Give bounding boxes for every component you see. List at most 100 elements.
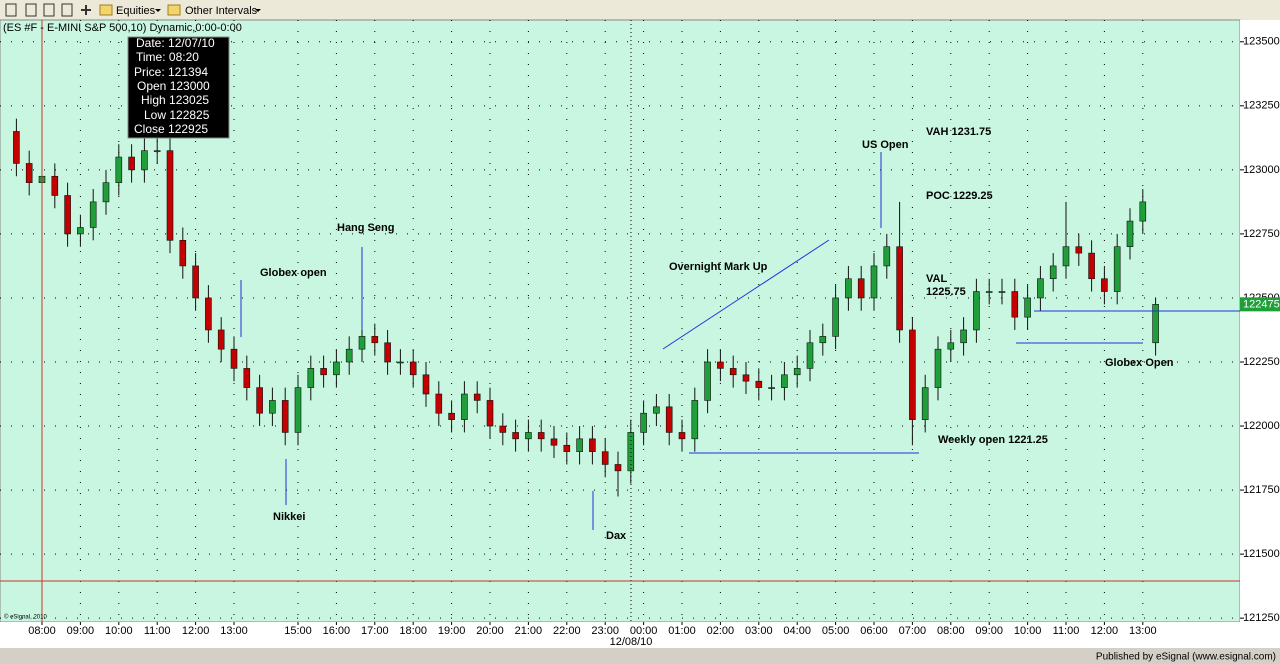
candle-body [1037,278,1044,299]
x-tick-label: 17:00 [361,625,389,637]
status-bar [0,648,1280,664]
y-tick-label: 122750 [1243,228,1280,240]
candle-body [1126,220,1134,248]
y-tick-label: 121250 [1243,612,1280,624]
candle-body [1088,252,1095,280]
candle-body [857,278,865,299]
x-tick-label: 15:00 [284,625,312,637]
candle-body [1024,297,1031,318]
toolbar-icons [5,3,91,17]
x-tick-label: 21:00 [515,625,543,637]
tooltip-line: Open 123000 [137,79,210,93]
y-tick-label: 123250 [1243,100,1280,112]
candle-body [371,336,379,344]
candle-body [717,361,724,369]
candle-body [397,361,404,364]
candle-body [320,368,327,376]
annotation: US Open [862,139,909,151]
candle-body [499,425,507,433]
x-tick-label: 09:00 [67,625,95,637]
candle-body [1101,278,1108,292]
tooltip-box [127,36,230,139]
y-tick-label: 123500 [1243,36,1280,48]
annotation: Nikkei [273,511,305,523]
y-tick-label: 122000 [1243,420,1280,432]
candle-body [307,368,315,388]
candle-body [217,329,225,350]
x-tick-label: 11:00 [144,625,171,637]
candle-body [819,336,827,344]
candle-body [985,291,993,293]
annotation: Overnight Mark Up [669,261,768,273]
annotation-lines [240,152,1240,530]
candle-body [589,438,596,452]
candle-body [896,246,903,331]
candle-body [269,400,276,414]
candle-body [601,451,609,465]
x-tick-label: 01:00 [668,625,696,637]
candle-body [563,444,571,452]
candle-body [153,150,161,152]
x-tick-label: 13:00 [1129,625,1157,637]
folder-icon [167,4,181,16]
x-tick-label: 08:00 [937,625,965,637]
candle-body [998,291,1006,293]
candle-body [909,329,916,420]
candle-body [883,246,891,267]
candle-body [614,464,622,472]
annotation: VAL [926,273,947,285]
icon [61,3,73,17]
candle-body [1062,246,1070,267]
candle-body [115,156,123,183]
candle-body [1139,201,1147,222]
candle-body [729,368,737,376]
x-tick-label: 07:00 [899,625,927,637]
candle-body [781,374,788,388]
x-tick-label: 13:00 [220,625,248,637]
candle-body [627,432,635,472]
candle-body [832,297,839,337]
footer: Published by eSignal (www.esignal.com) [1096,652,1276,663]
candle-body [384,342,391,363]
x-tick-label: 10:00 [105,625,133,637]
candle-body [128,156,135,171]
menu[interactable]: Other Intervals [185,5,258,17]
y-tick-label: 123000 [1243,164,1280,176]
candle-body [1011,291,1019,318]
folder-icon [99,4,113,16]
x-tick-label: 22:00 [553,625,581,637]
tooltip-line: High 123025 [141,93,209,107]
y-tick-label: 121750 [1243,484,1280,496]
candle-body [1152,304,1159,344]
date-label: 12/08/10 [610,636,653,648]
candle-body [51,175,59,196]
candle-body [422,374,430,395]
y-tick-label: 122250 [1243,356,1280,368]
candle-body [1075,246,1083,254]
y-tick-label: 121500 [1243,548,1280,560]
candle-body [576,438,583,452]
watermark: © eSignal, 2010 [4,614,47,621]
x-tick-label: 09:00 [975,625,1003,637]
last-price-label: 122475 [1243,298,1280,310]
icon [81,5,91,15]
annotation: POC 1229.25 [926,190,993,202]
candle-body [448,412,455,420]
y-axis-panel [1240,20,1280,622]
tooltip: Date: 12/07/10 Time: 08:20 Price: 121394… [127,36,230,139]
candle-body [205,297,212,331]
x-tick-label: 12:00 [182,625,210,637]
x-tick-label: 08:00 [28,625,56,637]
candle-body [64,195,71,235]
menu[interactable]: Equities [116,5,156,17]
candle-body [77,227,84,235]
candle-body [550,438,558,446]
icon [5,3,17,17]
candle-body [13,131,20,164]
candle-body [25,163,33,183]
annotation: Globex Open [1105,357,1174,369]
candle-body [358,336,366,350]
x-tick-label: 16:00 [323,625,351,637]
x-tick-label: 03:00 [745,625,773,637]
